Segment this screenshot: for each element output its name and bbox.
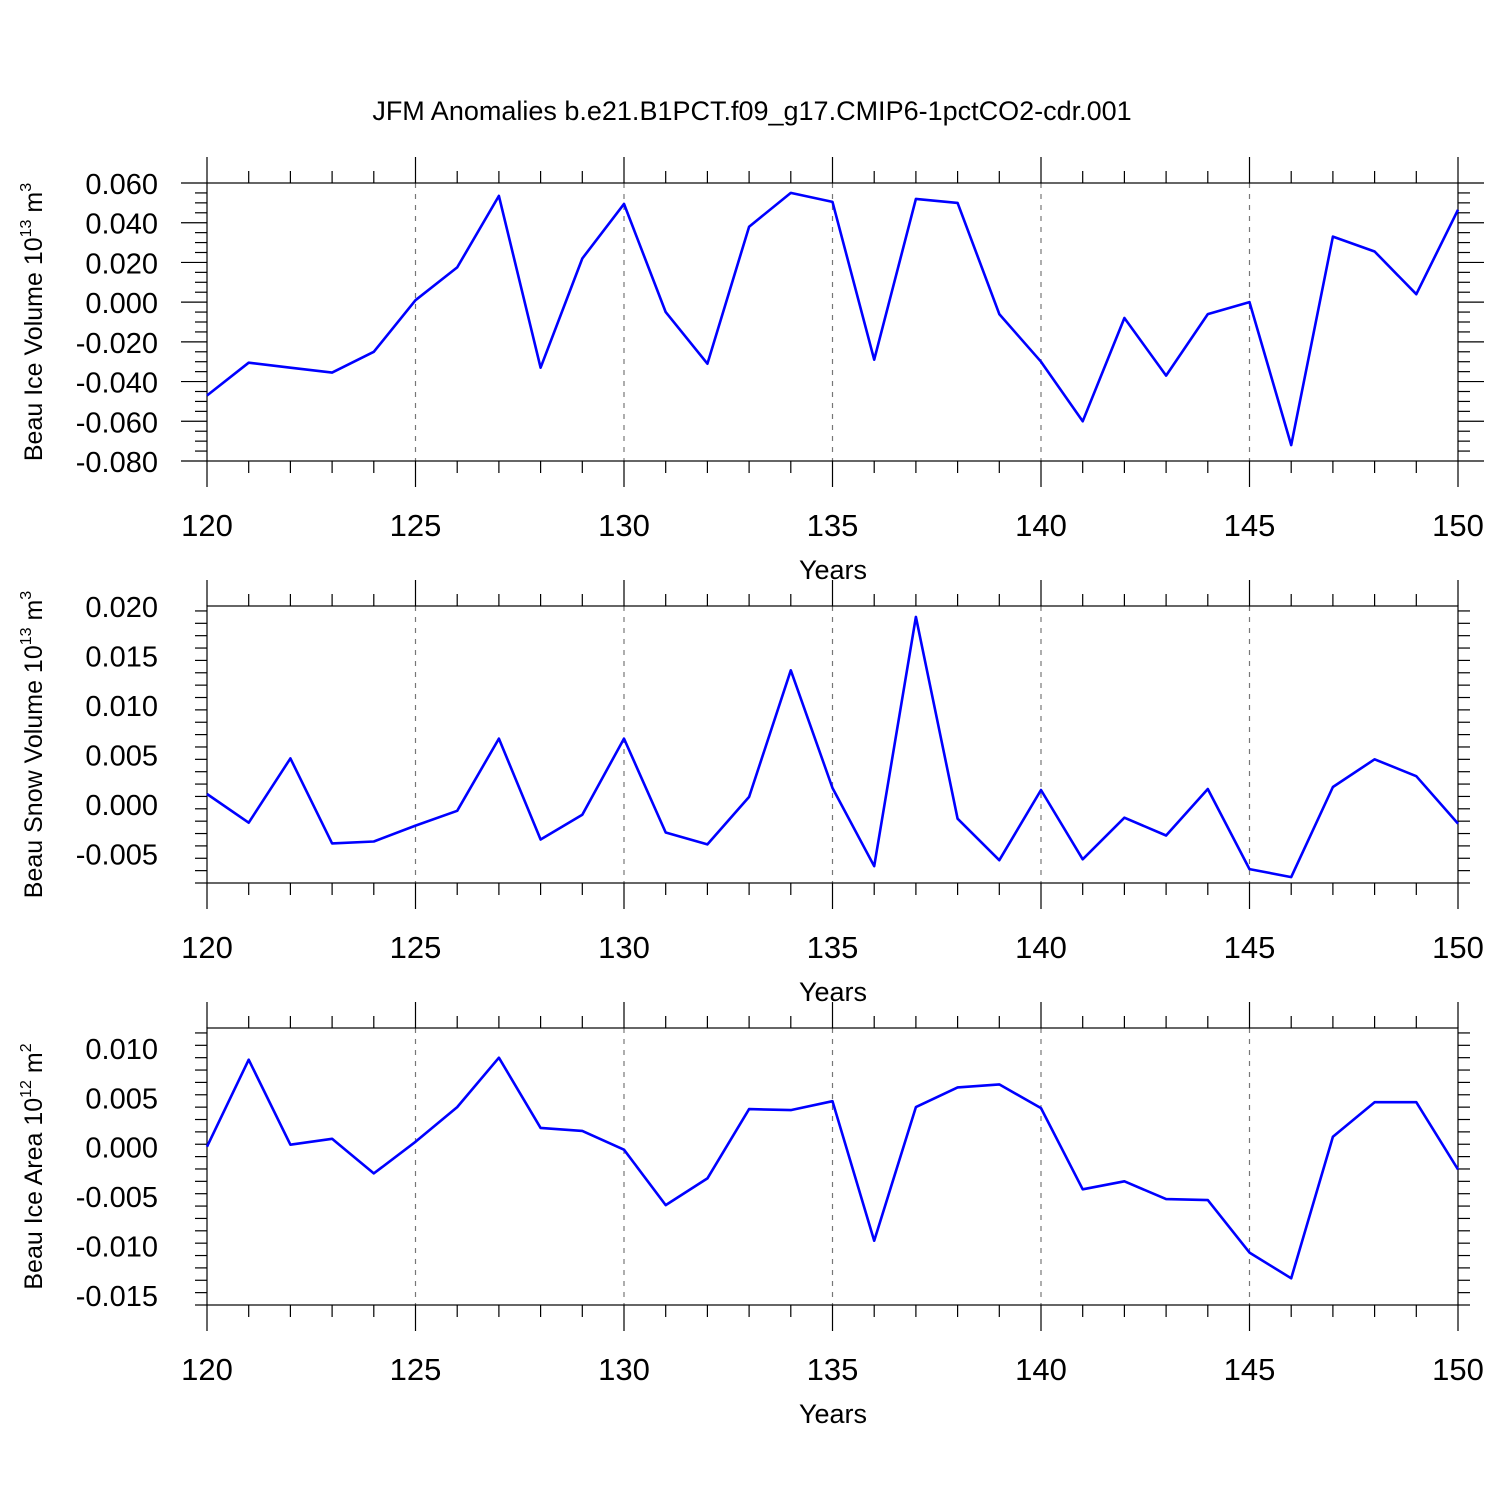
y-tick-label: -0.040	[76, 368, 158, 400]
x-tick-label: 125	[390, 1352, 442, 1387]
y-tick-label: 0.010	[85, 691, 158, 723]
x-tick-label: 130	[598, 930, 650, 965]
x-axis-label: Years	[799, 1399, 867, 1429]
y-axis-label: Beau Ice Area 1012 m2	[18, 1043, 48, 1289]
x-tick-label: 120	[181, 508, 233, 543]
y-tick-label: 0.015	[85, 641, 158, 673]
x-tick-label: 135	[807, 930, 859, 965]
panel-3: 0.010 0.005 0.000 -0.005 -0.010 -0.015 120 125 1…	[18, 1002, 1484, 1429]
figure-title: JFM Anomalies b.e21.B1PCT.f09_g17.CMIP6-…	[372, 96, 1131, 126]
panel-2: 0.020 0.015 0.010 0.005 0.000 -0.005 120 125 130…	[18, 580, 1484, 1007]
y-tick-label: -0.020	[76, 328, 158, 360]
x-tick-label: 140	[1015, 1352, 1067, 1387]
panels: 0.060 0.040 0.020 0.000 -0.020 -0.040 -0.060 -0…	[18, 157, 1484, 1429]
x-tick-label: 125	[390, 508, 442, 543]
y-axis-label: Beau Ice Volume 1013 m3	[18, 183, 48, 461]
y-tick-label: 0.000	[85, 790, 158, 822]
x-tick-label: 140	[1015, 508, 1067, 543]
x-tick-label: 125	[390, 930, 442, 965]
y-tick-label: 0.010	[85, 1034, 158, 1066]
y-tick-label: 0.005	[85, 1083, 158, 1115]
y-tick-label: -0.080	[76, 447, 158, 479]
x-tick-label: 130	[598, 508, 650, 543]
y-tick-label: -0.005	[76, 839, 158, 871]
series-line	[206, 615, 1459, 879]
x-tick-label: 120	[181, 1352, 233, 1387]
y-tick-label: 0.005	[85, 740, 158, 772]
series-line	[205, 1056, 1460, 1280]
y-tick-label: -0.010	[76, 1232, 158, 1264]
x-tick-label: 150	[1432, 508, 1484, 543]
x-tick-label: 135	[807, 508, 859, 543]
x-tick-label: 150	[1432, 1352, 1484, 1387]
y-axis-label: Beau Snow Volume 1013 m3	[18, 591, 48, 899]
x-tick-label: 145	[1224, 1352, 1276, 1387]
y-tick-label: -0.060	[76, 407, 158, 439]
panel-1: 0.060 0.040 0.020 0.000 -0.020 -0.040 -0.060 -0…	[18, 157, 1484, 585]
y-tick-label: 0.000	[85, 288, 158, 320]
series-line	[206, 191, 1460, 447]
x-tick-label: 140	[1015, 930, 1067, 965]
x-tick-label: 130	[598, 1352, 650, 1387]
x-tick-label: 120	[181, 930, 233, 965]
x-tick-label: 150	[1432, 930, 1484, 965]
x-tick-label: 145	[1224, 930, 1276, 965]
y-tick-label: 0.000	[85, 1133, 158, 1165]
plot-frame	[206, 182, 1459, 462]
y-tick-label: -0.005	[76, 1182, 158, 1214]
y-tick-label: 0.020	[85, 592, 158, 624]
y-tick-label: 0.020	[85, 248, 158, 280]
x-tick-label: 145	[1224, 508, 1276, 543]
y-tick-label: -0.015	[76, 1281, 158, 1313]
x-tick-label: 135	[807, 1352, 859, 1387]
y-tick-label: 0.040	[85, 209, 158, 241]
y-tick-label: 0.060	[85, 169, 158, 201]
